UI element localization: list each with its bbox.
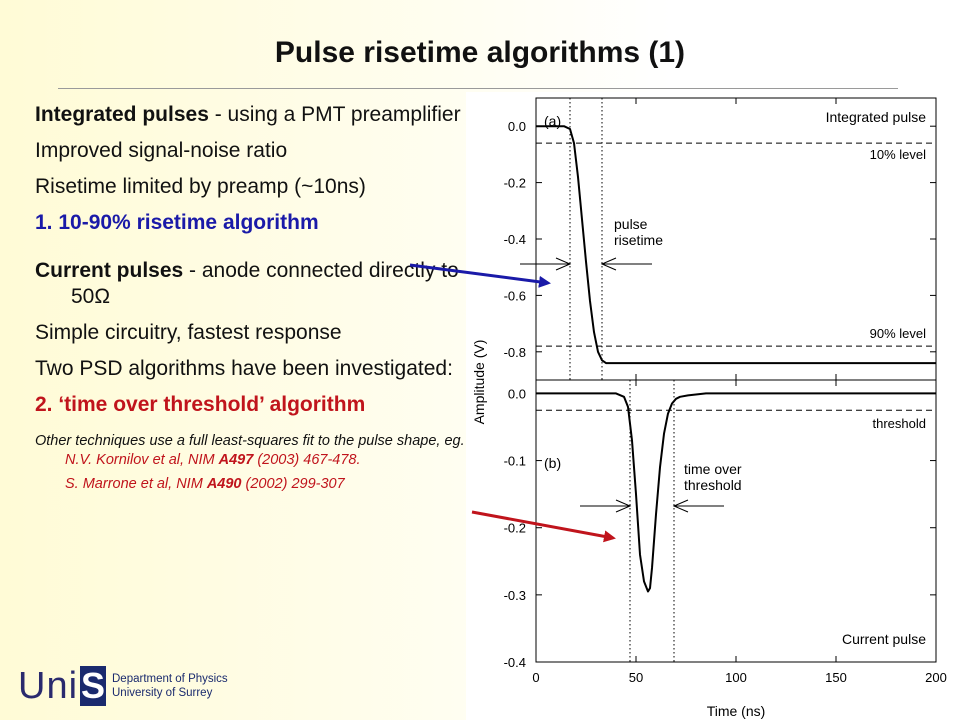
annotation-text: risetime — [614, 232, 663, 248]
y-tick-label: -0.2 — [504, 176, 526, 191]
algorithm-2-label: 2. ‘time over threshold’ algorithm — [35, 393, 366, 416]
para-integrated: Integrated pulses - using a PMT preampli… — [35, 102, 470, 128]
para-risetime-limit: Risetime limited by preamp (~10ns) — [35, 175, 366, 198]
logo-dept-line1: Department of Physics — [112, 673, 228, 685]
pulse-chart: 0.0 -0.2 -0.4 -0.6 -0.8 10% level 90% level (a)… — [466, 92, 960, 720]
arrowhead — [615, 499, 632, 513]
y-tick-label: -0.3 — [504, 588, 526, 603]
x-tick-label: 150 — [825, 670, 847, 685]
ref1-intro: Other techniques use a full least-square… — [35, 433, 465, 449]
x-tick-label: 0 — [532, 670, 539, 685]
logo-uni-text: Uni — [18, 665, 79, 707]
x-tick-label: 200 — [925, 670, 947, 685]
y-tick-label: -0.4 — [504, 232, 526, 247]
x-tick-label: 100 — [725, 670, 747, 685]
ref2-volume: A490 — [206, 476, 242, 492]
y-tick-label: 0.0 — [508, 119, 526, 134]
level-label: threshold — [873, 416, 926, 431]
reference-marrone: S. Marrone et al, NIM A490 (2002) 299-30… — [35, 475, 470, 494]
panel-label: (a) — [544, 113, 561, 129]
ref1-year-pages: (2003) 467-478. — [253, 451, 361, 468]
logo-department: Department of Physics University of Surr… — [112, 672, 228, 700]
arrowhead — [600, 257, 617, 271]
pulse-trace — [536, 125, 936, 365]
ref2-authors: S. Marrone et al, NIM — [65, 476, 207, 492]
y-axis-label: Amplitude (V) — [471, 340, 487, 425]
para-two-psd: Two PSD algorithms have been investigate… — [35, 357, 453, 380]
references: Other techniques use a full least-square… — [35, 432, 470, 494]
panel-legend: Current pulse — [842, 631, 926, 647]
level-label: 10% level — [870, 147, 926, 162]
arrowhead — [555, 257, 572, 271]
y-tick-label: 0.0 — [508, 386, 526, 401]
algorithm-1-label: 1. 10-90% risetime algorithm — [35, 211, 319, 234]
arrowhead — [672, 499, 689, 513]
current-pulses-heading: Current pulses — [35, 259, 184, 282]
y-tick-label: -0.2 — [504, 521, 526, 536]
chart-background — [466, 92, 960, 720]
x-axis-label: Time (ns) — [707, 703, 766, 719]
slide-title: Pulse risetime algorithms (1) — [274, 36, 686, 69]
y-tick-label: -0.4 — [504, 655, 526, 670]
panel-a: 0.0 -0.2 -0.4 -0.6 -0.8 10% level 90% level (a)… — [504, 97, 937, 381]
y-tick-label: -0.6 — [504, 288, 526, 303]
para-signal-noise: Improved signal-noise ratio — [35, 139, 288, 162]
logo-dept-line2: University of Surrey — [112, 687, 213, 699]
ref1-authors: N.V. Kornilov et al, NIM — [65, 451, 219, 468]
left-text-column: Integrated pulses - using a PMT preampli… — [35, 102, 470, 500]
panel-b: 0.0 -0.1 -0.2 -0.3 -0.4 0 50 100 150 200 threshold… — [504, 379, 947, 685]
para-current: Current pulses - anode connected directl… — [35, 258, 470, 310]
panel-label: (b) — [544, 455, 561, 471]
integrated-pulses-desc: - using a PMT preamplifier — [208, 103, 461, 126]
reference-kornilov: Other techniques use a full least-square… — [35, 432, 470, 469]
level-label: 90% level — [870, 326, 926, 341]
title-divider — [58, 88, 898, 89]
unis-logo: Uni S Department of Physics University o… — [18, 664, 228, 708]
pulse-trace — [536, 392, 936, 593]
ref1-volume: A497 — [218, 451, 254, 468]
para-simple-circuitry: Simple circuitry, fastest response — [35, 321, 342, 344]
annotation-text: pulse — [614, 216, 648, 232]
annotation-text: threshold — [684, 477, 742, 493]
ref2-year-pages: (2002) 299-307 — [241, 476, 345, 492]
annotation-text: time over — [684, 461, 742, 477]
y-tick-label: -0.1 — [504, 454, 526, 469]
y-tick-label: -0.8 — [504, 345, 526, 360]
x-tick-label: 50 — [629, 670, 643, 685]
current-pulses-desc: - anode connected directly to 50Ω — [71, 259, 459, 308]
integrated-pulses-heading: Integrated pulses — [35, 103, 209, 126]
logo-s-box: S — [80, 665, 106, 706]
panel-legend: Integrated pulse — [826, 109, 927, 125]
